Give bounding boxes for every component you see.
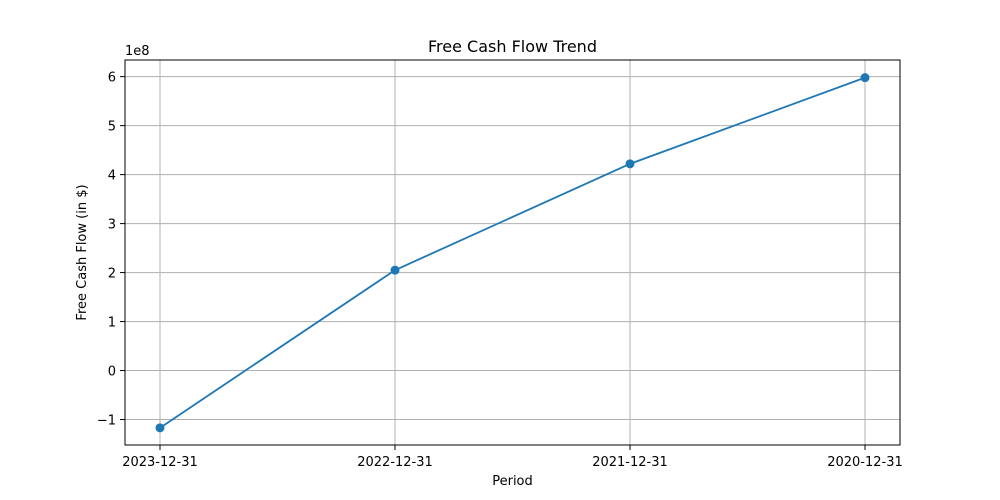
- y-tick-label: 4: [108, 169, 116, 184]
- x-tick-label: 2021-12-31: [592, 455, 668, 470]
- x-tick-label: 2020-12-31: [827, 455, 903, 470]
- grid-lines: [125, 60, 900, 445]
- data-point-marker: [860, 73, 870, 83]
- y-tick-label: 1: [108, 316, 116, 331]
- data-point-marker: [625, 159, 635, 169]
- axis-ticks: 2023-12-31 2022-12-31 2021-12-31 2020-12-31…: [97, 71, 903, 470]
- y-tick-label: 3: [108, 218, 116, 233]
- x-tick-label: 2022-12-31: [357, 455, 433, 470]
- series-line: [159, 76, 866, 429]
- y-tick-label: 6: [108, 71, 116, 86]
- y-tick-label: −1: [97, 414, 116, 429]
- x-tick-label: 2023-12-31: [122, 455, 198, 470]
- chart-title: Free Cash Flow Trend: [428, 37, 597, 56]
- y-axis-offset-label: 1e8: [125, 44, 150, 59]
- y-tick-label: 5: [108, 120, 116, 135]
- y-tick-label: 0: [108, 365, 116, 380]
- series-line-layer: [159, 76, 866, 429]
- y-tick-label: 2: [108, 267, 116, 282]
- data-point-marker: [390, 265, 400, 275]
- plot-area-frame: [124, 59, 901, 446]
- x-axis-title: Period: [492, 474, 533, 489]
- data-point-marker: [155, 423, 165, 433]
- y-axis-title: Free Cash Flow (in $): [75, 184, 90, 320]
- series-marker-layer: [155, 73, 870, 433]
